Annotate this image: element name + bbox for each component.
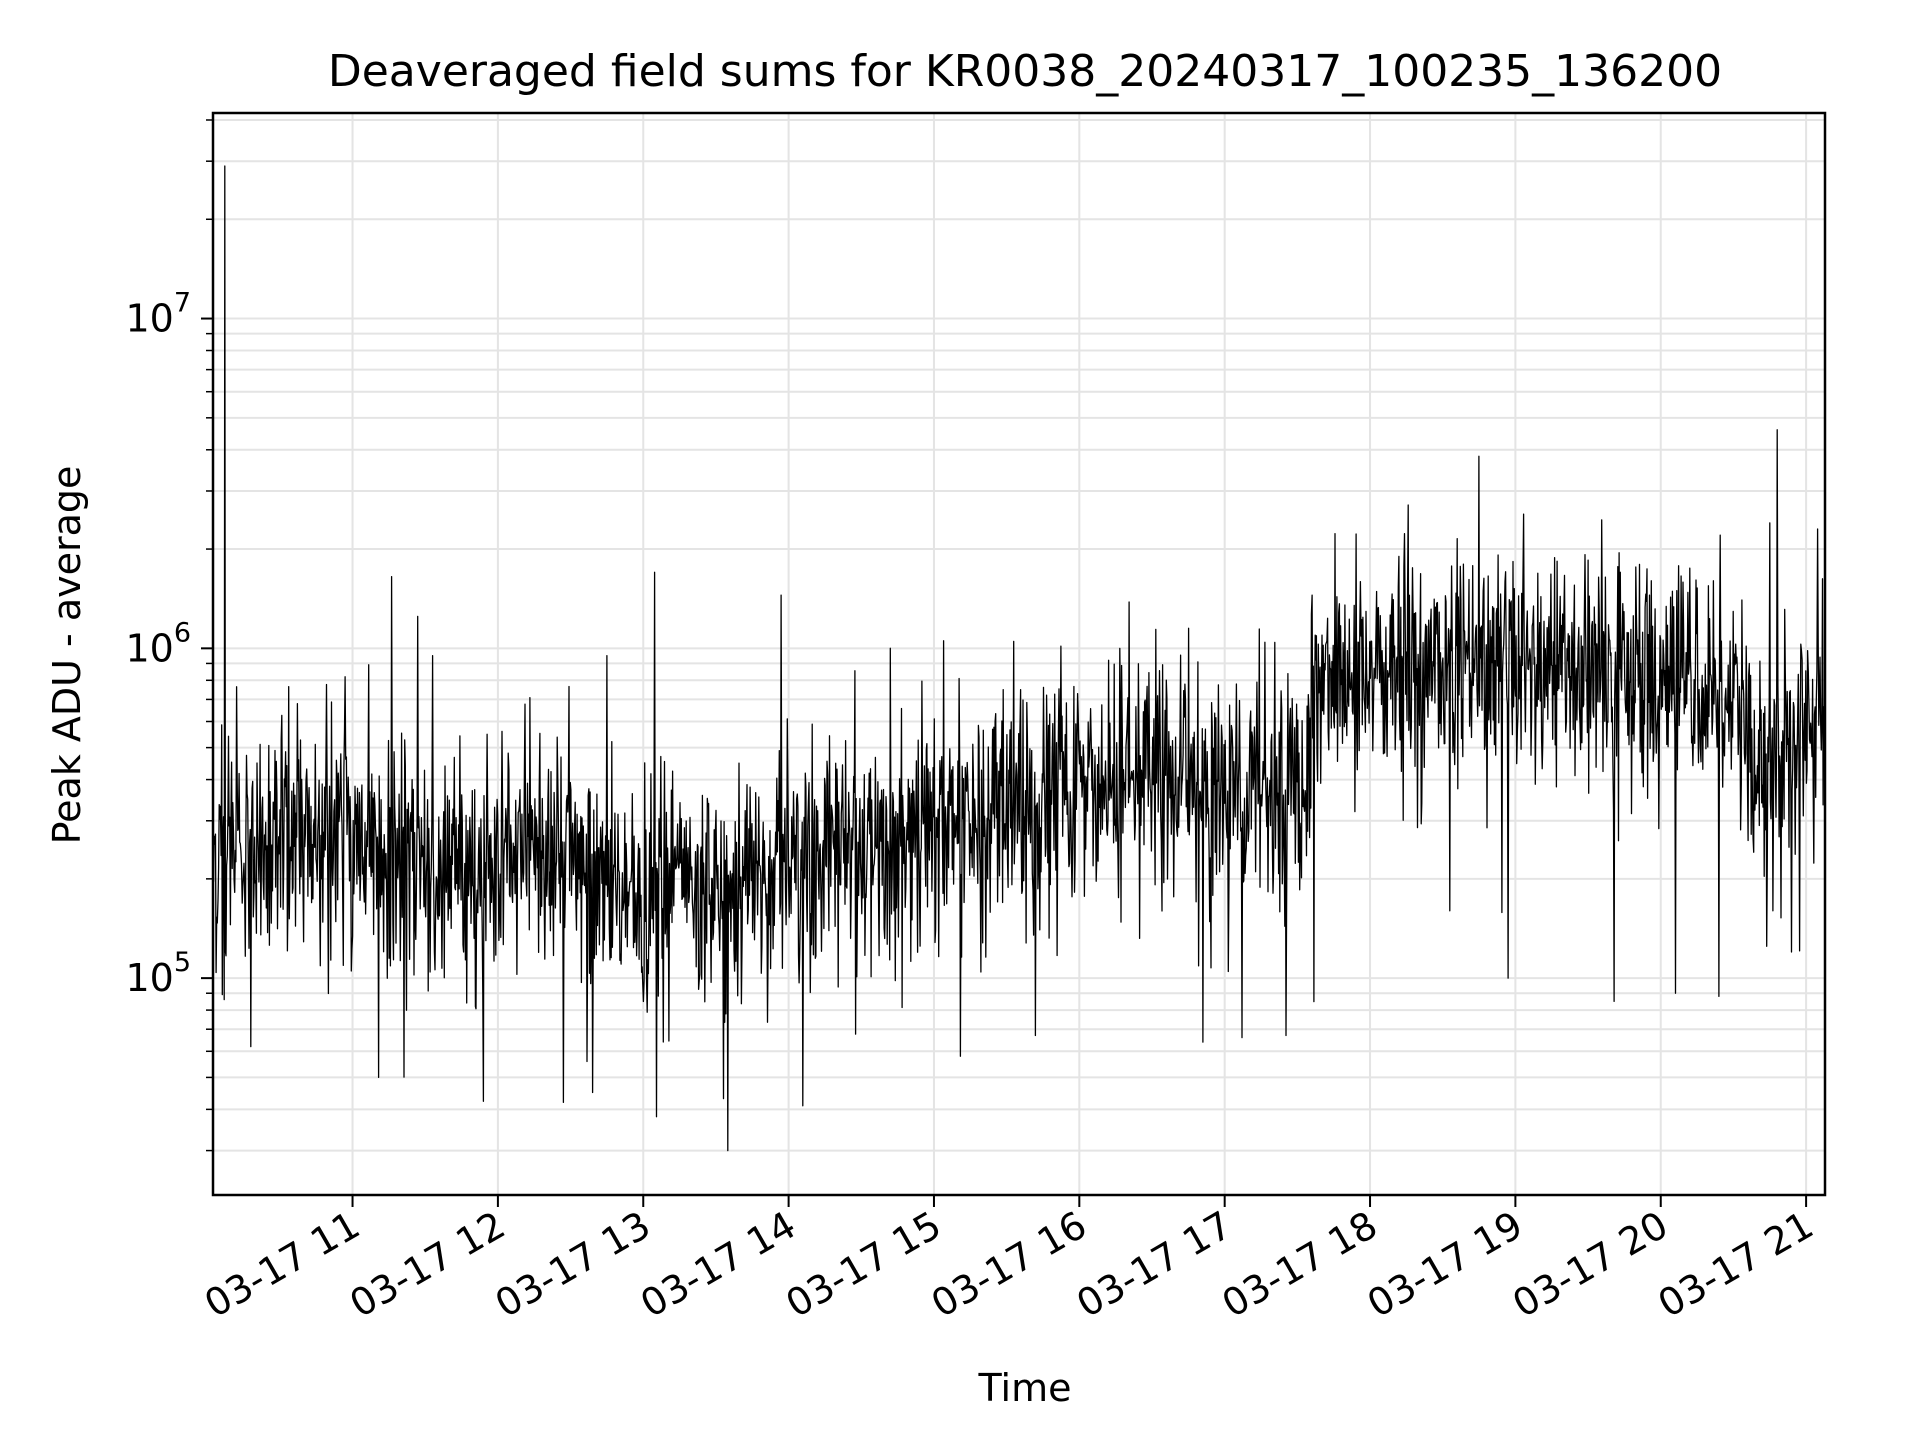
y-tick-exponent: 7	[174, 288, 191, 319]
y-tick-exponent: 5	[174, 947, 191, 978]
series-line	[212, 165, 1826, 1152]
plot-frame	[211, 111, 1827, 1197]
y-tick-base: 10	[125, 626, 173, 670]
y-tick-base: 10	[125, 297, 173, 341]
data-series	[212, 165, 1826, 1152]
y-tick-label: 107	[125, 288, 191, 341]
y-tick-label: 105	[125, 947, 191, 1000]
y-axis-label: Peak ADU - average	[45, 466, 89, 845]
y-tick-label: 106	[125, 617, 191, 670]
chart-title: Deaveraged field sums for KR0038_2024031…	[328, 46, 1722, 97]
x-axis-label: Time	[978, 1366, 1072, 1410]
y-tick-exponent: 6	[174, 617, 191, 648]
y-tick-base: 10	[125, 956, 173, 1000]
